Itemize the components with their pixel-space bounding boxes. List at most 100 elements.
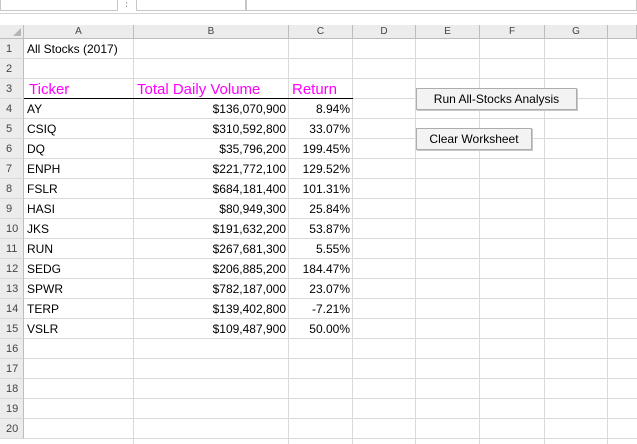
volume-cell[interactable]: $221,772,100 [212, 162, 286, 176]
check-icon[interactable]: ✓ [183, 0, 194, 5]
row-header-2[interactable]: 3 [0, 79, 24, 99]
column-header-6[interactable]: G [545, 25, 608, 39]
grid-hline [24, 378, 637, 379]
row-header-9[interactable]: 10 [0, 219, 24, 239]
header-ticker[interactable]: Ticker [29, 81, 70, 98]
select-all-corner[interactable] [0, 25, 24, 39]
return-cell[interactable]: 23.07% [309, 282, 350, 296]
header-return[interactable]: Return [292, 81, 338, 98]
return-cell[interactable]: 101.31% [302, 182, 350, 196]
formula-buttons: ✕ ✓ fx [136, 0, 246, 11]
ticker-cell[interactable]: SEDG [27, 262, 62, 276]
row-header-5[interactable]: 6 [0, 139, 24, 159]
grid-hline [24, 278, 637, 279]
ticker-cell[interactable]: AY [27, 102, 43, 116]
grid-vline [479, 39, 480, 444]
grid-vline [133, 39, 134, 444]
grid-hline [24, 298, 637, 299]
column-header-partial[interactable] [608, 25, 637, 39]
row-header-8[interactable]: 9 [0, 199, 24, 219]
volume-cell[interactable]: $80,949,300 [219, 202, 286, 216]
row-header-15[interactable]: 16 [0, 339, 24, 359]
ticker-cell[interactable]: TERP [27, 302, 60, 316]
column-header-1[interactable]: B [134, 25, 289, 39]
grid-vline [352, 39, 353, 444]
volume-cell[interactable]: $35,796,200 [219, 142, 286, 156]
grid-hline [24, 238, 637, 239]
volume-cell[interactable]: $139,402,800 [212, 302, 286, 316]
volume-cell[interactable]: $782,187,000 [212, 282, 286, 296]
row-header-0[interactable]: 1 [0, 39, 24, 59]
row-header-11[interactable]: 12 [0, 259, 24, 279]
header-total-daily-volume[interactable]: Total Daily Volume [137, 81, 261, 98]
column-header-5[interactable]: F [480, 25, 545, 39]
grid-hline [24, 218, 637, 219]
ticker-cell[interactable]: CSIQ [27, 122, 57, 136]
return-cell[interactable]: 33.07% [309, 122, 350, 136]
grid-hline [24, 158, 637, 159]
ticker-cell[interactable]: DQ [27, 142, 45, 156]
volume-cell[interactable]: $310,592,800 [212, 122, 286, 136]
return-cell[interactable]: 5.55% [315, 242, 350, 256]
volume-cell[interactable]: $206,885,200 [212, 262, 286, 276]
row-header-19[interactable]: 20 [0, 419, 24, 439]
volume-cell[interactable]: $267,681,300 [212, 242, 286, 256]
splitter-dots-icon[interactable]: ⋮ [121, 0, 132, 9]
row-header-13[interactable]: 14 [0, 299, 24, 319]
name-box[interactable]: 31 ▾ [0, 0, 118, 11]
row-header-7[interactable]: 8 [0, 179, 24, 199]
name-box-value: 31 [6, 0, 18, 2]
grid-hline [24, 78, 637, 79]
grid-hline [24, 138, 637, 139]
grid-hline [24, 338, 637, 339]
grid-hline [24, 398, 637, 399]
row-header-17[interactable]: 18 [0, 379, 24, 399]
row-header-1[interactable]: 2 [0, 59, 24, 79]
chevron-down-icon[interactable]: ▾ [107, 0, 112, 1]
ticker-cell[interactable]: JKS [27, 222, 50, 236]
grid-hline [24, 178, 637, 179]
fx-icon[interactable]: fx [221, 0, 230, 3]
column-header-2[interactable]: C [289, 25, 353, 39]
row-header-3[interactable]: 4 [0, 99, 24, 119]
row-header-6[interactable]: 7 [0, 159, 24, 179]
row-header-16[interactable]: 17 [0, 359, 24, 379]
return-cell[interactable]: 53.87% [309, 222, 350, 236]
return-cell[interactable]: 184.47% [302, 262, 350, 276]
return-cell[interactable]: -7.21% [311, 302, 350, 316]
column-header-3[interactable]: D [353, 25, 416, 39]
title-cell[interactable]: All Stocks (2017) [27, 42, 118, 56]
row-header-4[interactable]: 5 [0, 119, 24, 139]
column-header-0[interactable]: A [24, 25, 134, 39]
return-cell[interactable]: 8.94% [315, 102, 350, 116]
volume-cell[interactable]: $136,070,900 [212, 102, 286, 116]
grid-hline [24, 58, 637, 59]
volume-cell[interactable]: $109,487,900 [212, 322, 286, 336]
grid-hline [24, 118, 637, 119]
ticker-cell[interactable]: SPWR [27, 282, 63, 296]
grid-hline [24, 438, 637, 439]
grid-hline [24, 258, 637, 259]
select-all-icon [13, 28, 21, 36]
row-header-18[interactable]: 19 [0, 399, 24, 419]
ticker-cell[interactable]: FSLR [27, 182, 58, 196]
ticker-cell[interactable]: ENPH [27, 162, 61, 176]
x-icon[interactable]: ✕ [149, 0, 160, 5]
run-all-stocks-analysis-button[interactable]: Run All-Stocks Analysis [416, 88, 577, 110]
ticker-cell[interactable]: RUN [27, 242, 53, 256]
return-cell[interactable]: 50.00% [309, 322, 350, 336]
ticker-cell[interactable]: VSLR [27, 322, 59, 336]
row-header-12[interactable]: 13 [0, 279, 24, 299]
volume-cell[interactable]: $684,181,400 [212, 182, 286, 196]
row-header-10[interactable]: 11 [0, 239, 24, 259]
return-cell[interactable]: 199.45% [302, 142, 350, 156]
formula-input[interactable] [246, 0, 637, 11]
ticker-cell[interactable]: HASI [27, 202, 56, 216]
volume-cell[interactable]: $191,632,200 [212, 222, 286, 236]
return-cell[interactable]: 129.52% [302, 162, 350, 176]
row-header-14[interactable]: 15 [0, 319, 24, 339]
return-cell[interactable]: 25.84% [309, 202, 350, 216]
column-header-4[interactable]: E [416, 25, 480, 39]
clear-worksheet-button[interactable]: Clear Worksheet [416, 128, 532, 150]
